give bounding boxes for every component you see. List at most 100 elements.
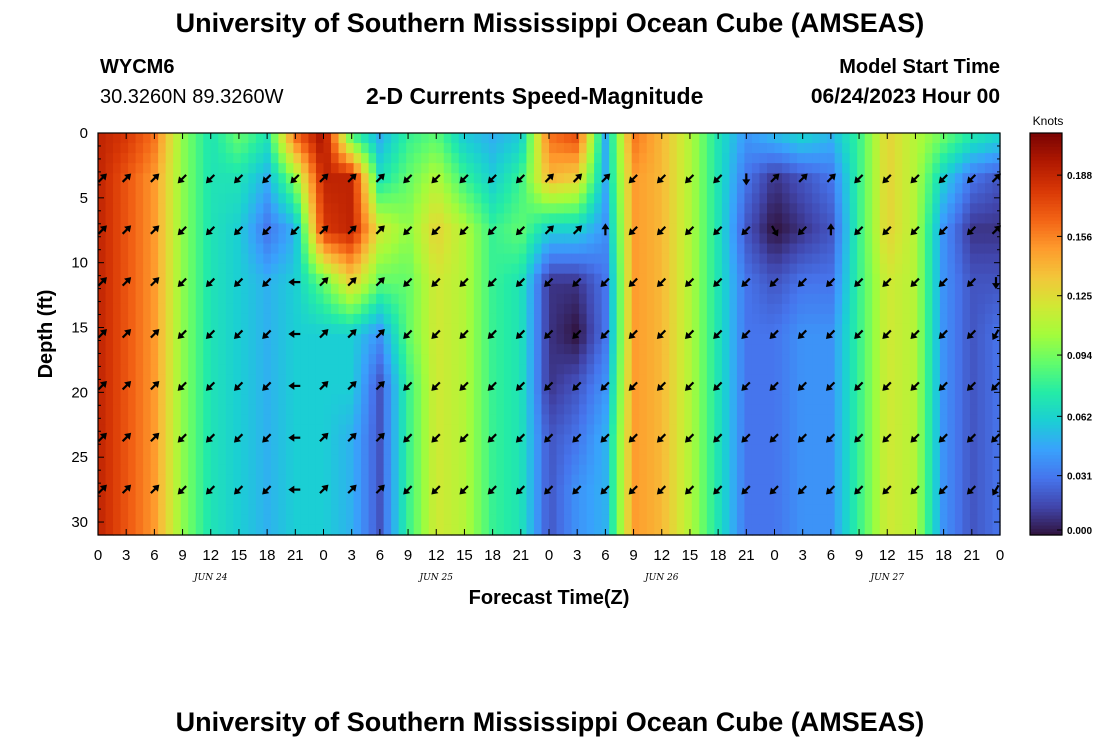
heatmap-cell <box>721 163 730 174</box>
heatmap-cell <box>105 303 114 315</box>
current-arrow <box>515 433 526 443</box>
heatmap-cell <box>586 434 595 446</box>
heatmap-cell <box>353 474 362 486</box>
heatmap-cell <box>278 464 287 476</box>
heatmap-cell <box>849 464 858 476</box>
heatmap-cell <box>270 434 279 446</box>
heatmap-cell <box>376 384 385 395</box>
heatmap-cell <box>669 414 678 426</box>
heatmap-cell <box>744 263 753 275</box>
heatmap-cell <box>218 464 227 476</box>
heatmap-cell <box>939 474 948 486</box>
heatmap-cell <box>639 474 648 486</box>
heatmap-cell <box>398 263 407 275</box>
heatmap-cell <box>225 424 234 436</box>
heatmap-cell <box>834 524 843 536</box>
heatmap-cell <box>909 454 918 466</box>
heatmap-cell <box>849 454 858 466</box>
heatmap-cell <box>571 334 580 345</box>
heatmap-cell <box>293 303 302 315</box>
heatmap-cell <box>105 233 114 245</box>
heatmap-cell <box>308 524 317 536</box>
heatmap-cell <box>225 474 234 486</box>
heatmap-cell <box>706 273 715 285</box>
heatmap-cell <box>842 303 851 315</box>
heatmap-cell <box>391 354 400 365</box>
heatmap-cell <box>165 364 174 375</box>
heatmap-cell <box>428 253 437 265</box>
heatmap-cell <box>158 253 167 265</box>
heatmap-cell <box>443 514 452 526</box>
heatmap-cell <box>533 223 543 235</box>
heatmap-cell <box>518 283 528 295</box>
heatmap-cell <box>210 273 219 285</box>
heatmap-cell <box>458 313 467 325</box>
heatmap-cell <box>887 414 896 426</box>
heatmap-cell <box>406 303 415 315</box>
heatmap-cell <box>270 394 279 405</box>
heatmap-cell <box>849 424 858 436</box>
heatmap-cell <box>233 504 242 516</box>
heatmap-cell <box>428 394 437 405</box>
heatmap-cell <box>849 494 858 506</box>
heatmap-cell <box>782 233 791 245</box>
heatmap-cell <box>285 313 295 325</box>
heatmap-cell <box>849 514 858 526</box>
heatmap-cell <box>533 173 543 184</box>
heatmap-cell <box>962 414 971 426</box>
heatmap-cell <box>128 203 137 214</box>
heatmap-cell <box>639 293 648 305</box>
heatmap-cell <box>827 504 836 516</box>
heatmap-cell <box>533 263 543 275</box>
heatmap-cell <box>774 173 783 184</box>
heatmap-cell <box>571 354 580 365</box>
heatmap-cell <box>917 153 926 164</box>
heatmap-cell <box>984 344 994 355</box>
heatmap-cell <box>969 203 979 214</box>
heatmap-cell <box>323 524 332 536</box>
heatmap-cell <box>173 464 182 476</box>
heatmap-cell <box>624 364 633 375</box>
heatmap-cell <box>706 263 715 275</box>
heatmap-cell <box>616 193 625 204</box>
heatmap-cell <box>481 334 490 345</box>
heatmap-cell <box>894 344 903 355</box>
heatmap-cell <box>631 334 640 345</box>
heatmap-cell <box>195 273 204 285</box>
heatmap-cell <box>759 303 768 315</box>
heatmap-cell <box>691 213 700 225</box>
heatmap-cell <box>601 143 610 154</box>
heatmap-cell <box>218 404 227 415</box>
heatmap-cell <box>932 524 941 536</box>
heatmap-cell <box>827 464 836 476</box>
heatmap-cell <box>518 233 528 245</box>
heatmap-cell <box>579 303 588 315</box>
heatmap-cell <box>143 273 152 285</box>
heatmap-cell <box>977 454 986 466</box>
heatmap-cell <box>631 354 640 365</box>
heatmap-cell <box>601 494 610 506</box>
heatmap-cell <box>954 193 964 204</box>
heatmap-cell <box>210 293 219 305</box>
heatmap-cell <box>751 514 761 526</box>
heatmap-cell <box>533 364 543 375</box>
heatmap-cell <box>812 364 821 375</box>
heatmap-cell <box>969 153 979 164</box>
heatmap-cell <box>293 263 302 275</box>
current-arrow <box>319 380 329 391</box>
heatmap-cell <box>436 344 445 355</box>
heatmap-cell <box>135 183 144 194</box>
heatmap-cell <box>594 293 603 305</box>
heatmap-cell <box>902 524 911 536</box>
heatmap-cell <box>579 183 588 194</box>
heatmap-cell <box>376 233 385 245</box>
heatmap-cell <box>398 273 407 285</box>
heatmap-cell <box>556 143 565 154</box>
heatmap-cell <box>225 464 234 476</box>
heatmap-cell <box>488 394 497 405</box>
heatmap-cell <box>969 233 979 245</box>
heatmap-cell <box>639 454 648 466</box>
heatmap-cell <box>98 394 107 405</box>
heatmap-cell <box>173 233 182 245</box>
heatmap-cell <box>210 524 219 536</box>
